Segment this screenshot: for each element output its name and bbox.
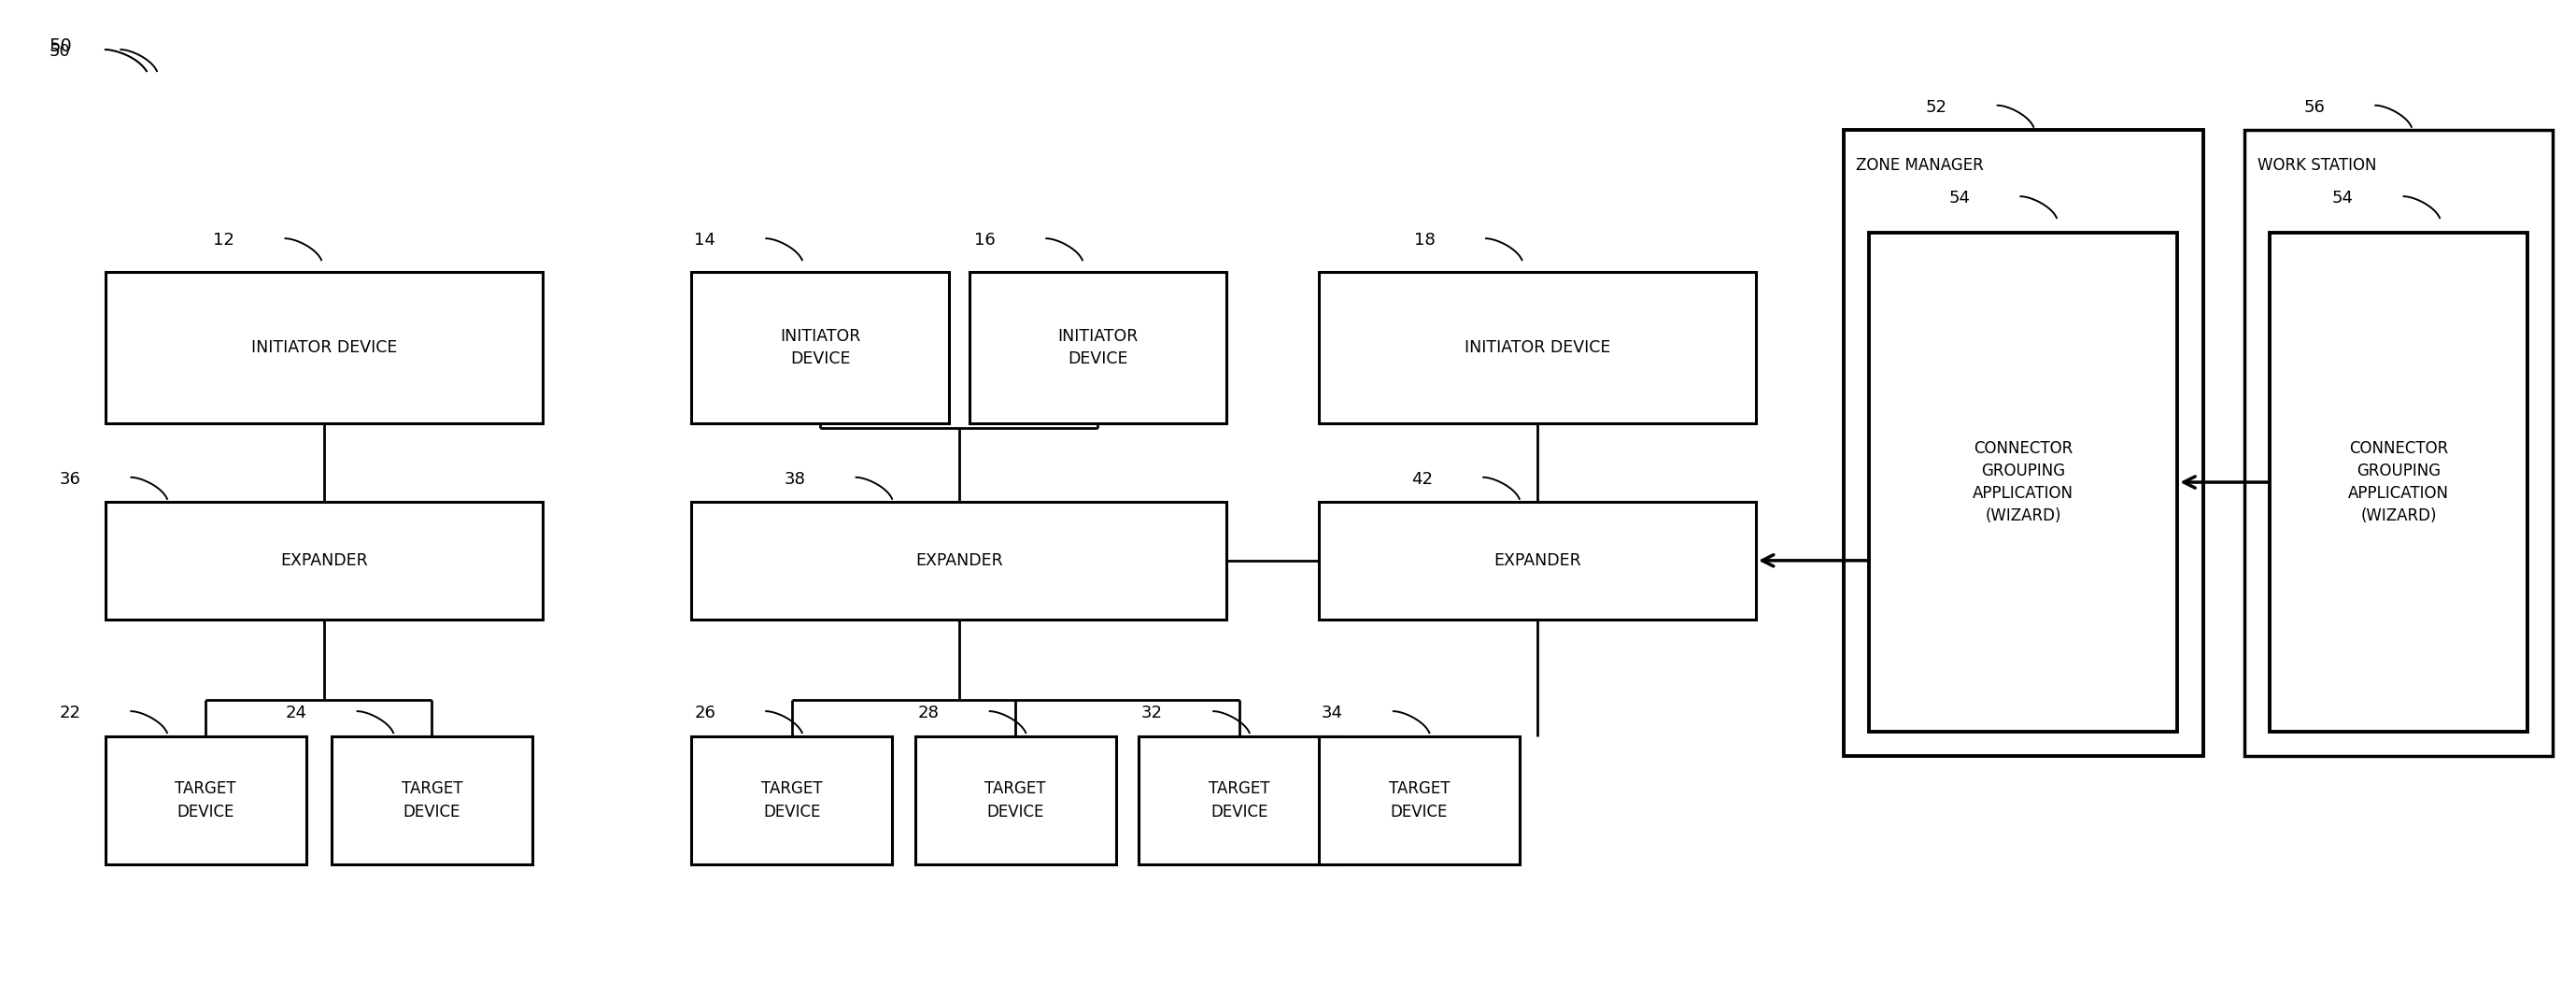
Text: 54: 54 [2331, 190, 2354, 207]
FancyBboxPatch shape [690, 737, 891, 864]
FancyBboxPatch shape [1139, 737, 1340, 864]
Text: 42: 42 [1412, 471, 1432, 488]
Text: INITIATOR DEVICE: INITIATOR DEVICE [250, 339, 397, 356]
Text: 52: 52 [1927, 99, 1947, 116]
Text: 22: 22 [59, 705, 80, 721]
Text: 16: 16 [974, 232, 994, 249]
Text: EXPANDER: EXPANDER [914, 552, 1002, 569]
Text: 18: 18 [1414, 232, 1435, 249]
FancyBboxPatch shape [2244, 130, 2553, 757]
Text: TARGET
DEVICE: TARGET DEVICE [762, 780, 822, 820]
FancyBboxPatch shape [1319, 502, 1757, 619]
FancyBboxPatch shape [106, 502, 544, 619]
Text: INITIATOR
DEVICE: INITIATOR DEVICE [781, 328, 860, 367]
Text: WORK STATION: WORK STATION [2257, 157, 2375, 174]
FancyBboxPatch shape [106, 272, 544, 423]
Text: 38: 38 [783, 471, 806, 488]
FancyBboxPatch shape [2269, 232, 2527, 732]
FancyBboxPatch shape [1319, 272, 1757, 423]
Text: INITIATOR
DEVICE: INITIATOR DEVICE [1056, 328, 1139, 367]
Text: 50: 50 [49, 37, 72, 55]
Text: 36: 36 [59, 471, 80, 488]
Text: TARGET
DEVICE: TARGET DEVICE [402, 780, 464, 820]
Text: 24: 24 [286, 705, 307, 721]
Text: 34: 34 [1321, 705, 1342, 721]
Text: 12: 12 [214, 232, 234, 249]
Text: INITIATOR DEVICE: INITIATOR DEVICE [1463, 339, 1610, 356]
FancyBboxPatch shape [1844, 130, 2202, 757]
FancyBboxPatch shape [1870, 232, 2177, 732]
Text: 26: 26 [693, 705, 716, 721]
Text: ZONE MANAGER: ZONE MANAGER [1857, 157, 1984, 174]
Text: TARGET
DEVICE: TARGET DEVICE [984, 780, 1046, 820]
FancyBboxPatch shape [969, 272, 1226, 423]
Text: 28: 28 [917, 705, 940, 721]
Text: EXPANDER: EXPANDER [1494, 552, 1582, 569]
Text: CONNECTOR
GROUPING
APPLICATION
(WIZARD): CONNECTOR GROUPING APPLICATION (WIZARD) [1973, 440, 2074, 524]
FancyBboxPatch shape [690, 272, 948, 423]
Text: TARGET
DEVICE: TARGET DEVICE [1388, 780, 1450, 820]
Text: TARGET
DEVICE: TARGET DEVICE [175, 780, 237, 820]
Text: EXPANDER: EXPANDER [281, 552, 368, 569]
Text: 14: 14 [693, 232, 716, 249]
FancyBboxPatch shape [690, 502, 1226, 619]
Text: CONNECTOR
GROUPING
APPLICATION
(WIZARD): CONNECTOR GROUPING APPLICATION (WIZARD) [2349, 440, 2450, 524]
FancyBboxPatch shape [332, 737, 533, 864]
Text: 50: 50 [49, 43, 70, 60]
Text: TARGET
DEVICE: TARGET DEVICE [1208, 780, 1270, 820]
Text: 56: 56 [2303, 99, 2324, 116]
FancyBboxPatch shape [1319, 737, 1520, 864]
FancyBboxPatch shape [106, 737, 307, 864]
Text: 32: 32 [1141, 705, 1162, 721]
Text: 54: 54 [1947, 190, 1971, 207]
FancyBboxPatch shape [914, 737, 1115, 864]
